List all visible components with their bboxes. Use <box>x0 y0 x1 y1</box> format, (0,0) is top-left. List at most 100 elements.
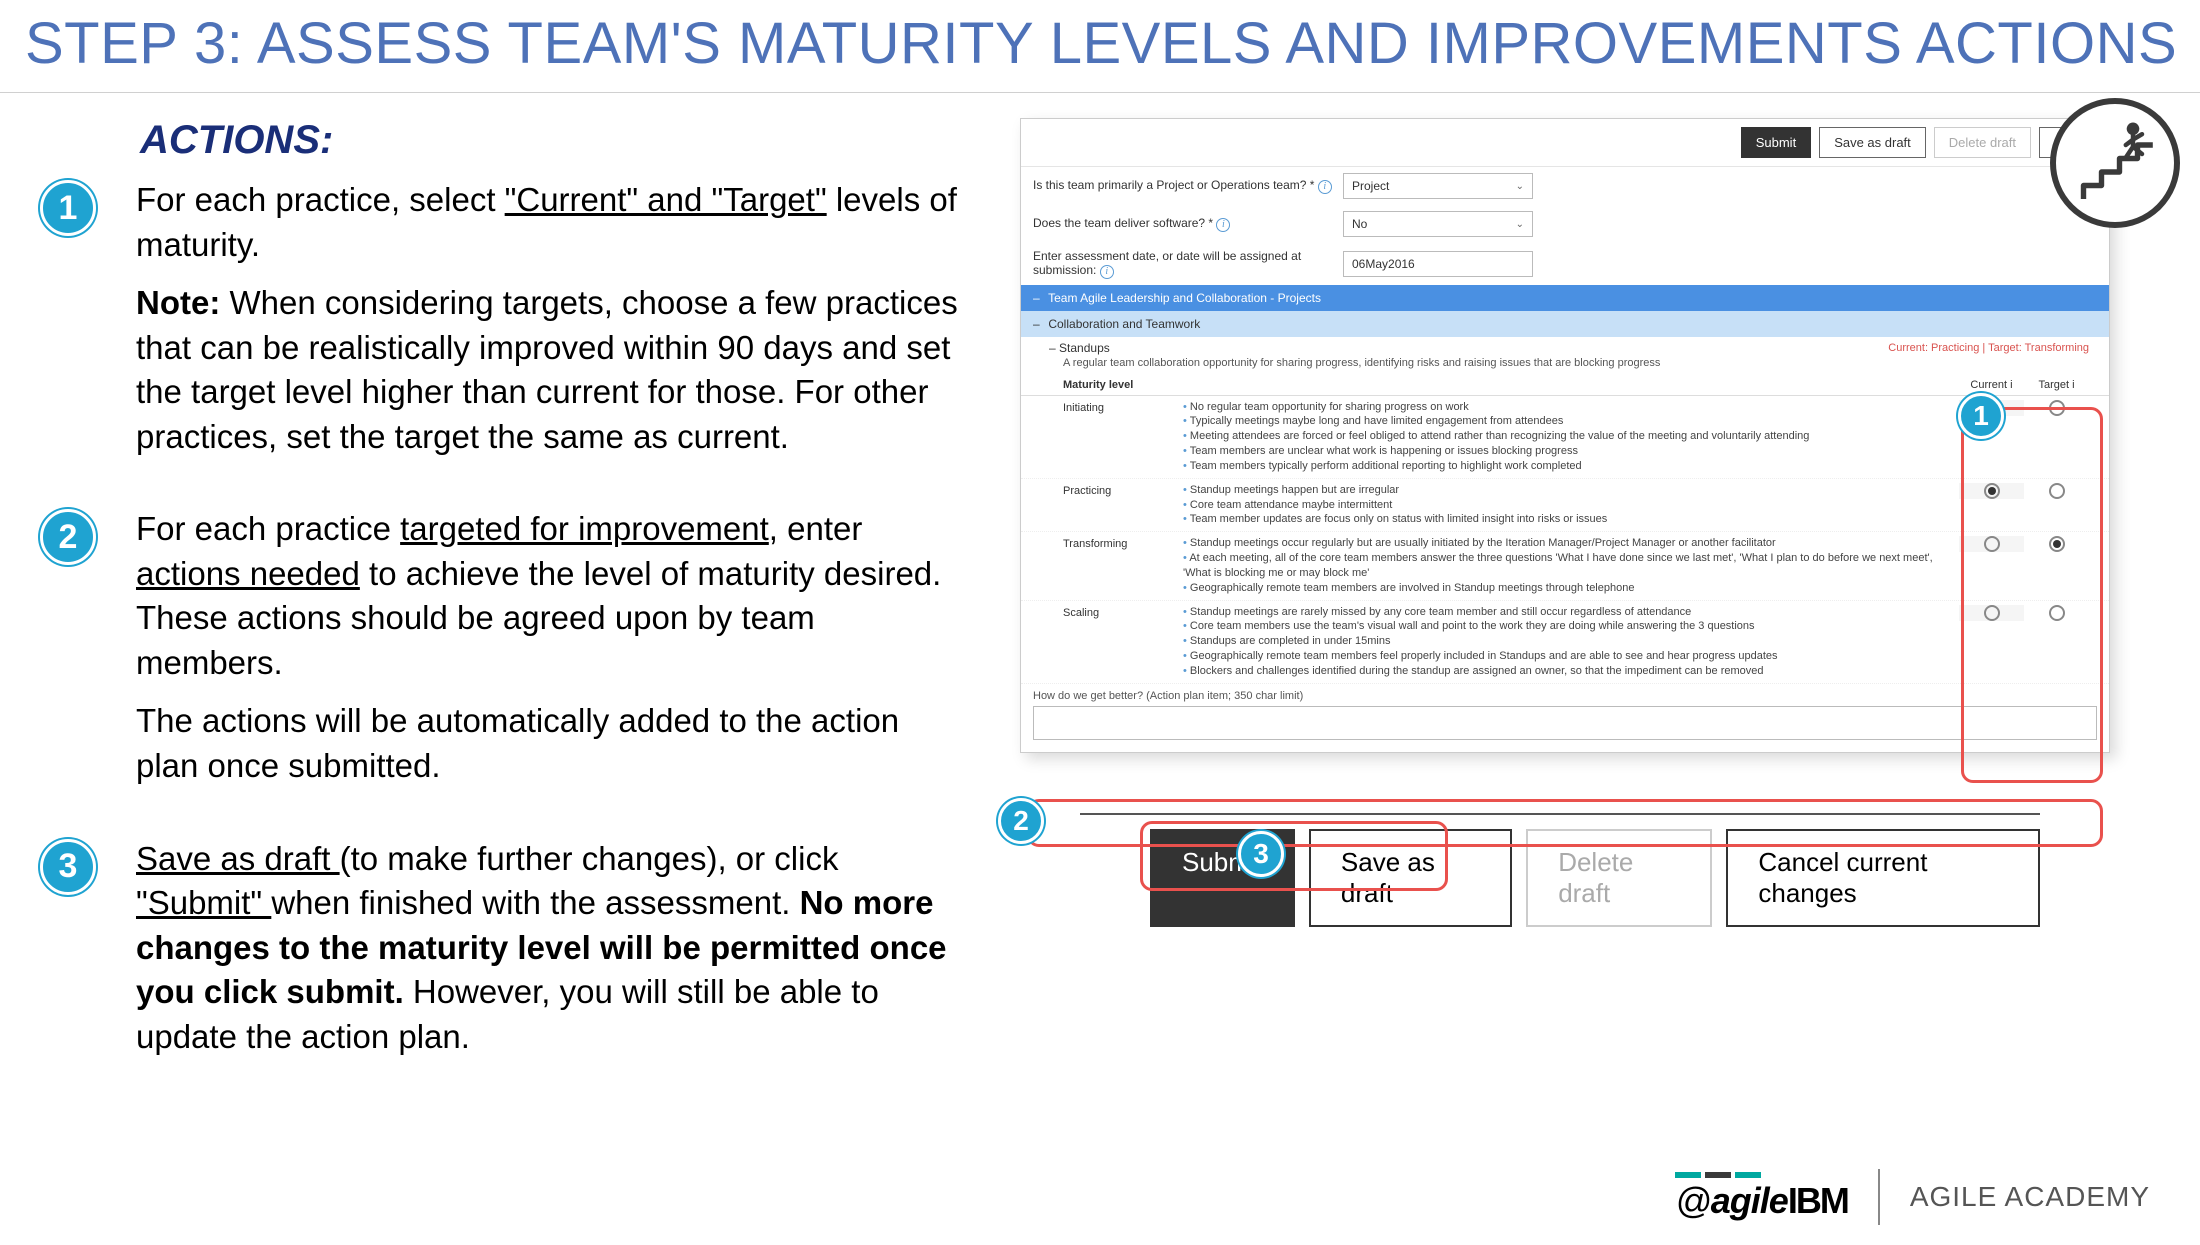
a2-u1: targeted for improvement <box>400 510 769 547</box>
q2-label: Does the team deliver software? * <box>1033 216 1213 230</box>
team-type-select[interactable]: Project ⌄ <box>1343 173 1533 199</box>
stairs-icon <box>2050 98 2180 228</box>
info-icon[interactable]: i <box>1318 180 1332 194</box>
level-bullets: No regular team opportunity for sharing … <box>1183 400 1959 474</box>
callout-1: 1 <box>1958 393 2004 439</box>
level-bullet: Standups are completed in under 15mins <box>1183 634 1959 649</box>
level-row: TransformingStandup meetings occur regul… <box>1021 532 2109 600</box>
cancel-button[interactable]: Cancel current changes <box>1726 829 2040 927</box>
current-radio-cell <box>1959 605 2024 621</box>
level-name: Initiating <box>1063 400 1183 414</box>
callout-3: 3 <box>1238 831 1284 877</box>
info-icon[interactable]: i <box>1100 265 1114 279</box>
badge-2: 2 <box>40 509 96 565</box>
target-radio-cell <box>2024 400 2089 416</box>
delete-draft-button[interactable]: Delete draft <box>1526 829 1712 927</box>
chevron-down-icon: ⌄ <box>1516 219 1524 230</box>
badge-3: 3 <box>40 839 96 895</box>
shot-save-draft-button[interactable]: Save as draft <box>1819 127 1926 158</box>
bottom-button-strip: Submit Save as draft Delete draft Cancel… <box>1080 813 2040 927</box>
level-bullet: No regular team opportunity for sharing … <box>1183 400 1959 415</box>
level-bullet: Blockers and challenges identified durin… <box>1183 664 1959 679</box>
badge-1: 1 <box>40 180 96 236</box>
level-row: PracticingStandup meetings happen but ar… <box>1021 479 2109 533</box>
q1-label: Is this team primarily a Project or Oper… <box>1033 178 1314 192</box>
collapse-icon: – <box>1033 317 1045 331</box>
a3-mid1: (to make further changes), or click <box>340 840 839 877</box>
practice-header: – Standups Current: Practicing | Target:… <box>1021 337 2109 355</box>
shot-submit-button[interactable]: Submit <box>1741 127 1811 158</box>
level-bullet: Team members are unclear what work is ha… <box>1183 444 1959 459</box>
date-input[interactable]: 06May2016 <box>1343 251 1533 277</box>
action-input-label: How do we get better? (Action plan item;… <box>1021 684 2109 704</box>
maturity-head-label: Maturity level <box>1063 379 1183 391</box>
callout-2: 2 <box>998 798 1044 844</box>
q2-value: No <box>1352 217 1367 231</box>
level-bullet: At each meeting, all of the core team me… <box>1183 551 1959 581</box>
info-icon[interactable]: i <box>2072 379 2074 391</box>
info-icon[interactable]: i <box>2010 379 2012 391</box>
shot-toolbar: Submit Save as draft Delete draft Cancel… <box>1021 119 2109 167</box>
level-bullet: Geographically remote team members feel … <box>1183 649 1959 664</box>
level-row: InitiatingNo regular team opportunity fo… <box>1021 396 2109 479</box>
q1-value: Project <box>1352 179 1389 193</box>
level-bullet: Typically meetings maybe long and have l… <box>1183 414 1959 429</box>
current-radio[interactable] <box>1984 605 2000 621</box>
a1-note-body: When considering targets, choose a few p… <box>136 284 958 455</box>
collapse-icon: – <box>1033 291 1045 305</box>
section-inner[interactable]: – Collaboration and Teamwork <box>1021 311 2109 337</box>
current-radio-cell <box>1959 536 2024 552</box>
software-select[interactable]: No ⌄ <box>1343 211 1533 237</box>
target-radio-cell <box>2024 605 2089 621</box>
form-row-team-type: Is this team primarily a Project or Oper… <box>1021 167 2109 205</box>
brand-text: @agileIBM <box>1675 1180 1848 1222</box>
q3-value: 06May2016 <box>1352 257 1415 271</box>
footer-branding: @agileIBM AGILE ACADEMY <box>1675 1169 2150 1225</box>
a1-u1: "Current" and "Target" <box>505 181 827 218</box>
q3-label: Enter assessment date, or date will be a… <box>1033 249 1301 277</box>
level-name: Practicing <box>1063 483 1183 497</box>
collapse-icon: – <box>1049 341 1056 355</box>
target-radio[interactable] <box>2049 536 2065 552</box>
info-icon[interactable]: i <box>1216 218 1230 232</box>
action-item-3: 3 Save as draft (to make further changes… <box>30 837 970 1074</box>
current-radio[interactable] <box>1984 483 2000 499</box>
action-item-2: 2 For each practice targeted for improve… <box>30 507 970 802</box>
a1-lead: For each practice, select <box>136 181 505 218</box>
target-radio[interactable] <box>2049 605 2065 621</box>
level-bullets: Standup meetings occur regularly but are… <box>1183 536 1959 595</box>
form-row-software: Does the team deliver software? * i No ⌄ <box>1021 205 2109 243</box>
a2-lead: For each practice <box>136 510 400 547</box>
level-bullet: Meeting attendees are forced or feel obl… <box>1183 429 1959 444</box>
shot-delete-draft-button[interactable]: Delete draft <box>1934 127 2031 158</box>
level-bullet: Team member updates are focus only on st… <box>1183 512 1959 527</box>
maturity-header-row: Maturity level Current i Target i <box>1021 375 2109 396</box>
save-draft-button[interactable]: Save as draft <box>1309 829 1512 927</box>
section-outer[interactable]: – Team Agile Leadership and Collaboratio… <box>1021 285 2109 311</box>
target-radio[interactable] <box>2049 400 2065 416</box>
a1-note-label: Note: <box>136 284 220 321</box>
target-radio[interactable] <box>2049 483 2065 499</box>
brand-at: @ <box>1675 1180 1711 1221</box>
level-bullet: Standup meetings happen but are irregula… <box>1183 483 1959 498</box>
current-radio[interactable] <box>1984 536 2000 552</box>
section-outer-label: Team Agile Leadership and Collaboration … <box>1048 291 1321 305</box>
col-target: Target <box>2038 379 2069 391</box>
form-row-date: Enter assessment date, or date will be a… <box>1021 243 2109 285</box>
target-radio-cell <box>2024 483 2089 499</box>
col-current: Current <box>1970 379 2007 391</box>
chevron-down-icon: ⌄ <box>1516 181 1524 192</box>
level-bullet: Core team attendance maybe intermittent <box>1183 498 1959 513</box>
brand-divider <box>1878 1169 1880 1225</box>
practice-name: Standups <box>1059 341 1110 355</box>
brand-ibm: IBM <box>1788 1180 1848 1221</box>
level-name: Transforming <box>1063 536 1183 550</box>
brand-bars-icon <box>1675 1172 1761 1178</box>
action-input[interactable] <box>1033 706 2097 740</box>
brand-agile: agile <box>1711 1180 1788 1221</box>
level-bullet: Core team members use the team's visual … <box>1183 619 1959 634</box>
a3-u2: "Submit" <box>136 884 271 921</box>
a2-p2: The actions will be automatically added … <box>136 699 970 788</box>
level-bullet: Standup meetings are rarely missed by an… <box>1183 605 1959 620</box>
practice-desc: A regular team collaboration opportunity… <box>1021 355 2109 375</box>
